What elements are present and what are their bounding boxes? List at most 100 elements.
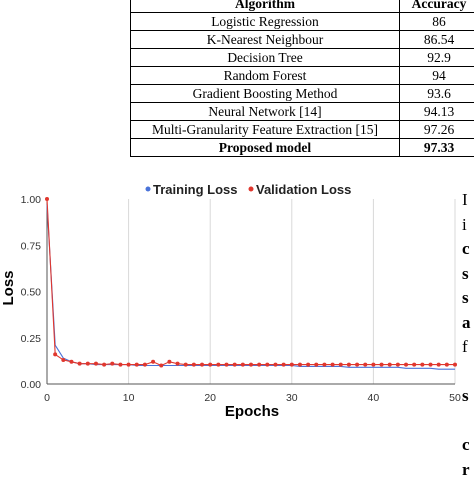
validation-point <box>290 363 294 367</box>
grid <box>129 199 455 384</box>
validation-point <box>453 363 457 367</box>
validation-point <box>102 363 106 367</box>
algorithm-cell: Proposed model <box>131 139 400 157</box>
column-header-accuracy: Accuracy <box>400 0 474 13</box>
validation-point <box>135 363 139 367</box>
validation-point <box>355 363 359 367</box>
algorithm-cell: Neural Network [14] <box>131 103 400 121</box>
validation-point <box>159 364 163 368</box>
validation-point <box>167 360 171 364</box>
text-fragment <box>462 409 474 434</box>
validation-point <box>331 363 335 367</box>
x-axis-label: Epochs <box>225 403 279 420</box>
legend-label-validation: Validation Loss <box>256 182 351 197</box>
y-tick-label: 0.00 <box>21 379 42 391</box>
table-header-row: Algorithm Accuracy <box>131 0 474 13</box>
validation-point <box>45 197 49 201</box>
legend-marker-training <box>146 187 151 192</box>
validation-point <box>176 362 180 366</box>
text-fragment: s <box>462 286 474 311</box>
text-fragment: I <box>462 188 474 213</box>
accuracy-cell: 92.9 <box>400 49 474 67</box>
validation-point <box>78 362 82 366</box>
validation-point <box>282 363 286 367</box>
column-header-algorithm: Algorithm <box>131 0 400 13</box>
text-fragment <box>462 360 474 385</box>
y-tick-label: 0.25 <box>21 333 42 345</box>
accuracy-cell: 94 <box>400 67 474 85</box>
validation-point <box>241 363 245 367</box>
validation-point <box>322 363 326 367</box>
algorithm-cell: Gradient Boosting Method <box>131 85 400 103</box>
algorithm-cell: Random Forest <box>131 67 400 85</box>
validation-point <box>380 363 384 367</box>
validation-point <box>339 363 343 367</box>
algorithm-cell: Multi-Granularity Feature Extraction [15… <box>131 121 400 139</box>
validation-point <box>208 363 212 367</box>
text-fragment: f <box>462 335 474 360</box>
clipped-body-text: I i c s s a f s c r <box>462 188 474 482</box>
accuracy-cell: 97.26 <box>400 121 474 139</box>
validation-point <box>371 363 375 367</box>
series-line-training <box>47 205 455 370</box>
validation-point <box>429 363 433 367</box>
validation-point <box>306 363 310 367</box>
accuracy-cell: 94.13 <box>400 103 474 121</box>
series-points <box>45 197 457 368</box>
table-row-proposed: Proposed model 97.33 <box>131 139 474 157</box>
x-tick-label: 40 <box>368 392 380 404</box>
validation-point <box>314 363 318 367</box>
text-fragment: r <box>462 458 474 482</box>
algorithm-cell: Decision Tree <box>131 49 400 67</box>
text-fragment: a <box>462 311 474 336</box>
validation-point <box>249 363 253 367</box>
table-row: K-Nearest Neighbour 86.54 <box>131 31 474 49</box>
y-tick-label: 0.75 <box>21 240 42 252</box>
algorithm-cell: Logistic Regression <box>131 13 400 31</box>
validation-point <box>265 363 269 367</box>
table-row: Logistic Regression 86 <box>131 13 474 31</box>
x-tick-label: 10 <box>123 392 135 404</box>
validation-point <box>118 363 122 367</box>
validation-point <box>127 363 131 367</box>
axes <box>47 199 455 384</box>
table-row: Multi-Granularity Feature Extraction [15… <box>131 121 474 139</box>
results-table: Algorithm Accuracy Logistic Regression 8… <box>130 0 474 157</box>
text-fragment: s <box>462 262 474 287</box>
results-table-container: Algorithm Accuracy Logistic Regression 8… <box>130 0 474 157</box>
validation-point <box>298 363 302 367</box>
validation-point <box>94 362 98 366</box>
y-tick-label: 0.50 <box>21 287 42 299</box>
y-tick-label: 1.00 <box>21 194 42 206</box>
table-row: Gradient Boosting Method 93.6 <box>131 85 474 103</box>
accuracy-cell: 86.54 <box>400 31 474 49</box>
validation-point <box>192 363 196 367</box>
x-tick-label: 50 <box>449 392 461 404</box>
text-fragment: s <box>462 384 474 409</box>
validation-point <box>233 363 237 367</box>
validation-point <box>273 363 277 367</box>
x-tick-label: 0 <box>44 392 50 404</box>
series-lines <box>47 199 455 369</box>
algorithm-cell: K-Nearest Neighbour <box>131 31 400 49</box>
validation-point <box>363 363 367 367</box>
validation-point <box>110 362 114 366</box>
text-fragment: c <box>462 433 474 458</box>
legend-marker-validation <box>249 187 254 192</box>
validation-point <box>347 363 351 367</box>
validation-point <box>404 363 408 367</box>
validation-point <box>257 363 261 367</box>
validation-point <box>200 363 204 367</box>
text-fragment: i <box>462 213 474 238</box>
validation-point <box>53 352 57 356</box>
table-row: Neural Network [14] 94.13 <box>131 103 474 121</box>
x-tick-label: 20 <box>204 392 216 404</box>
validation-point <box>86 362 90 366</box>
validation-point <box>420 363 424 367</box>
legend-label-training: Training Loss <box>153 182 238 197</box>
accuracy-cell: 97.33 <box>400 139 474 157</box>
validation-point <box>151 360 155 364</box>
validation-point <box>388 363 392 367</box>
validation-point <box>396 363 400 367</box>
